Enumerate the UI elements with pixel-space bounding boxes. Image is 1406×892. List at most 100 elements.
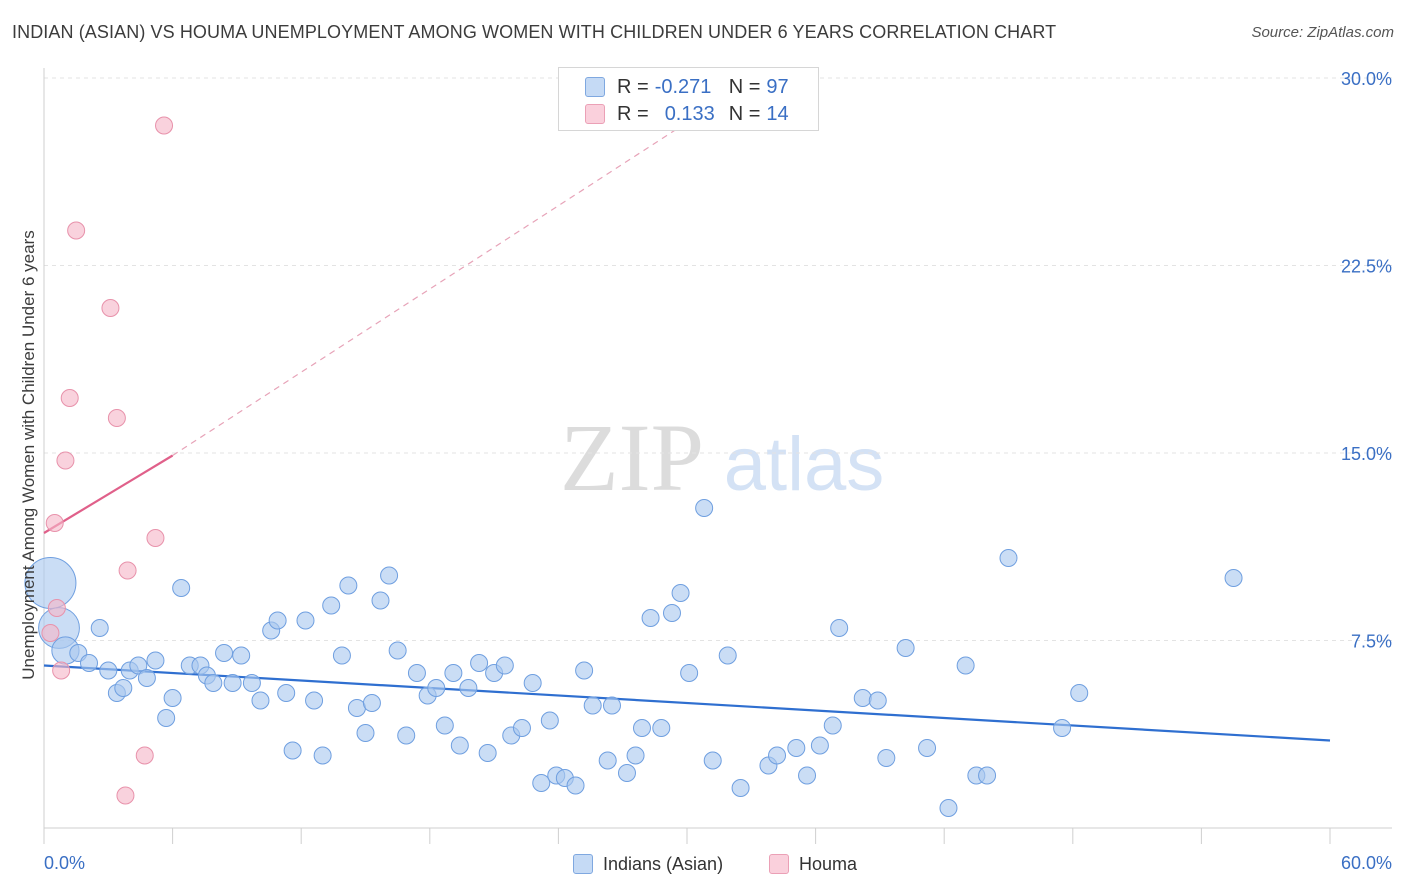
point-indians [407, 664, 426, 682]
point-indians [114, 679, 133, 697]
point-indians [877, 749, 896, 767]
point-houma [135, 746, 154, 765]
point-indians [718, 646, 737, 665]
axes [43, 68, 1392, 844]
point-indians [99, 661, 118, 680]
point-indians [163, 689, 182, 707]
point-houma [52, 661, 71, 680]
y-tick-label: 7.5% [1351, 632, 1392, 652]
point-indians [427, 679, 446, 697]
point-indians [532, 774, 551, 792]
point-indians [853, 689, 872, 707]
bottom-legend-label: Indians (Asian) [603, 853, 724, 874]
point-houma [56, 451, 75, 470]
chart-title: INDIAN (ASIAN) VS HOUMA UNEMPLOYMENT AMO… [12, 22, 1057, 42]
legend-r-label: R = [617, 102, 649, 125]
point-indians [918, 739, 937, 757]
legend-n-value: 14 [766, 102, 789, 125]
point-indians [146, 651, 165, 670]
point-indians [671, 584, 690, 602]
watermark-atlas: atlas [724, 422, 885, 507]
point-indians [332, 646, 351, 665]
point-indians [731, 779, 750, 797]
point-indians [703, 751, 722, 770]
point-indians [999, 549, 1018, 567]
point-indians [641, 609, 660, 627]
point-indians [283, 741, 302, 760]
point-indians [823, 716, 842, 735]
y-tick-label: 30.0% [1341, 69, 1392, 89]
point-indians [602, 696, 621, 715]
point-indians [397, 726, 416, 745]
point-indians [268, 611, 287, 630]
legend-r-value: -0.271 [654, 75, 712, 98]
point-houma [41, 624, 60, 642]
legend-n-value: 97 [766, 75, 789, 98]
legend-swatch-indians [585, 77, 605, 97]
point-indians [322, 596, 341, 615]
bottom-legend-swatch-houma [769, 854, 789, 874]
trend-line-houma [43, 454, 174, 534]
tick-labels: 7.5% 15.0% 22.5% 30.0% 0.0% 60.0% [44, 69, 1392, 873]
point-indians [242, 674, 261, 692]
point-indians [868, 691, 887, 710]
bottom-legend-houma: Houma [769, 851, 857, 877]
point-indians [540, 711, 559, 730]
point-indians [632, 719, 651, 737]
point-indians [566, 776, 585, 795]
y-tick-label: 22.5% [1341, 257, 1392, 277]
point-indians [251, 691, 270, 710]
point-indians [626, 746, 645, 765]
point-indians [435, 716, 454, 735]
point-indians [232, 646, 251, 665]
legend-r-value: 0.133 [664, 102, 715, 125]
point-indians [362, 694, 381, 712]
point-indians [215, 644, 234, 662]
point-indians [339, 576, 358, 595]
bottom-legend-label: Houma [799, 853, 858, 874]
bottom-legend-swatch-indians [573, 854, 593, 874]
point-indians [450, 736, 469, 755]
point-indians [830, 619, 849, 637]
x-tick-label: 60.0% [1341, 853, 1392, 873]
point-indians [470, 654, 489, 672]
legend-n-label: N = [728, 75, 761, 98]
point-houma [67, 221, 86, 240]
legend-n-label: N = [728, 102, 761, 125]
point-indians [459, 679, 478, 697]
point-indians [1053, 719, 1072, 737]
point-indians [80, 654, 99, 672]
point-indians [277, 684, 296, 702]
watermark: ZIP atlas [560, 404, 884, 511]
y-tick-label: 15.0% [1341, 444, 1392, 464]
legend-r-label: R = [617, 75, 649, 98]
point-indians [347, 699, 366, 717]
point-indians [223, 674, 242, 692]
watermark-zip: ZIP [560, 404, 704, 511]
point-indians [978, 766, 997, 785]
legend-row-houma: R = 0.133 N = 14 [585, 101, 789, 127]
point-indians [172, 579, 191, 597]
point-indians [598, 751, 617, 770]
point-indians [695, 499, 714, 517]
point-indians [583, 696, 602, 715]
point-indians [1224, 569, 1243, 587]
point-houma [155, 116, 174, 135]
point-indians [798, 766, 817, 785]
grid [44, 77, 1392, 641]
point-indians [680, 664, 699, 682]
data-points [24, 116, 1243, 817]
point-indians [444, 664, 463, 682]
point-indians [157, 709, 176, 727]
point-indians [129, 656, 148, 675]
point-indians [204, 674, 223, 692]
point-indians [575, 661, 594, 680]
legend-row-indians: R = -0.271 N = 97 [585, 74, 789, 100]
point-houma [118, 561, 137, 580]
point-houma [60, 389, 79, 407]
point-indians [939, 799, 958, 817]
bottom-legend-indians: Indians (Asian) [573, 851, 723, 877]
point-indians [478, 744, 497, 762]
x-tick-label: 0.0% [44, 853, 85, 873]
point-indians [810, 736, 829, 755]
